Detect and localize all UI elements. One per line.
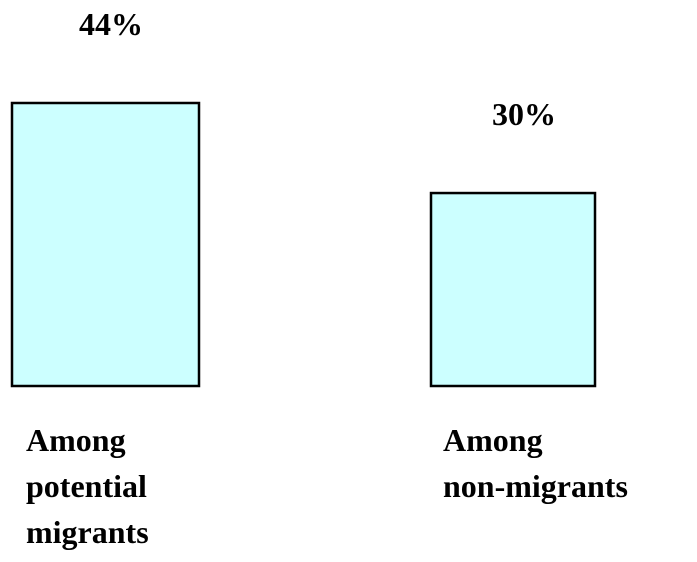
category-label-2-line-1: Among bbox=[443, 422, 543, 458]
category-label-1-line-3: migrants bbox=[26, 514, 149, 550]
value-label-1: 44% bbox=[79, 6, 143, 42]
category-label-1-line-2: potential bbox=[26, 468, 147, 504]
category-label-2-line-2: non-migrants bbox=[443, 468, 628, 504]
bar-2 bbox=[429, 191, 597, 388]
value-labels-layer: 44% 30% bbox=[79, 6, 556, 132]
category-label-1-line-1: Among bbox=[26, 422, 126, 458]
category-labels-layer: Among potential migrants Among non-migrants bbox=[26, 422, 628, 550]
value-label-2: 30% bbox=[492, 96, 556, 132]
bars-layer bbox=[10, 101, 597, 388]
bar-1 bbox=[10, 101, 201, 388]
